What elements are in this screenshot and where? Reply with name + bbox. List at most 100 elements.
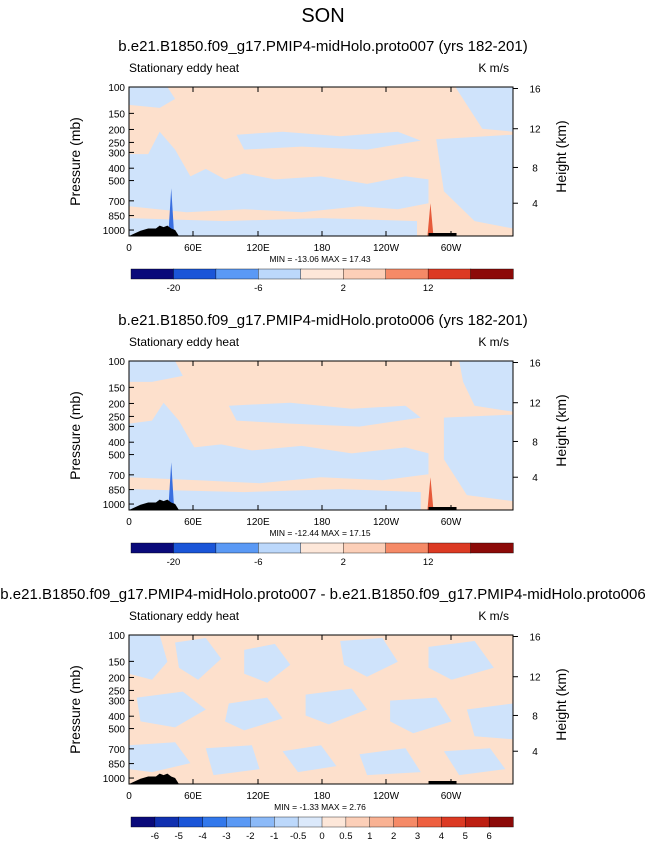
contour-region [129, 742, 191, 773]
contour-fill-group [129, 361, 513, 510]
x-tick-label: 60W [441, 517, 462, 528]
colorbar-label: -20 [167, 557, 181, 568]
contour-region [129, 218, 417, 236]
x-tick-label: 120E [246, 243, 270, 254]
y-axis-right-label: Height (km) [553, 120, 569, 192]
x-tick-label: 60W [441, 791, 462, 802]
y-tick-label: 700 [108, 471, 125, 482]
min-max-text: MIN = -1.33 MAX = 2.76 [274, 802, 366, 812]
y-tick-label: 300 [108, 148, 125, 159]
contour-region [136, 691, 206, 728]
contour-region [390, 697, 452, 734]
x-tick-label: 120E [246, 517, 270, 528]
height-tick-label: 4 [532, 199, 538, 210]
colorbar-label: 0.5 [339, 831, 352, 842]
y-tick-label: 500 [108, 177, 125, 188]
height-tick-label: 4 [532, 473, 538, 484]
colorbar-label: 12 [423, 283, 434, 294]
contour-region [359, 748, 421, 776]
colorbar: -20 -6 2 12 [130, 268, 514, 294]
colorbar-box [173, 268, 217, 280]
x-tick-label: 60E [184, 243, 202, 254]
x-tick-label: 120W [373, 517, 400, 528]
colorbar-box [274, 816, 299, 828]
colorbar-box [441, 816, 466, 828]
height-tick-label: 16 [529, 358, 541, 369]
contour-region [129, 489, 421, 510]
colorbar-box [130, 816, 156, 828]
colorbar-label: -1 [270, 831, 278, 842]
height-tick-label: 16 [529, 84, 541, 95]
contour-region [225, 697, 283, 731]
plot-frame [128, 360, 514, 511]
contour-region [443, 414, 513, 502]
colorbar-label: -20 [167, 283, 181, 294]
colorbar-label: 1 [367, 831, 372, 842]
contour-region [129, 131, 429, 213]
units-label: K m/s [478, 335, 509, 349]
contour-region [175, 638, 222, 680]
colorbar-label: -4 [198, 831, 206, 842]
colorbar-box [343, 542, 387, 554]
y-tick-label: 850 [108, 212, 125, 223]
colorbar-box [300, 542, 344, 554]
topography-mask [428, 781, 457, 784]
contour-region [129, 361, 183, 382]
colorbar-label: -5 [175, 831, 183, 842]
contour-fill-group [129, 87, 513, 236]
colorbar-box [215, 542, 259, 554]
topography-mask [428, 507, 457, 510]
contour-region [282, 745, 337, 773]
colorbar-label: 0 [319, 831, 324, 842]
contour-region [129, 635, 168, 680]
colorbar-label: -6 [254, 557, 262, 568]
x-tick-label: 60E [184, 791, 202, 802]
x-tick-label: 120E [246, 791, 270, 802]
y-tick-label: 100 [108, 83, 125, 94]
colorbar-box [130, 268, 175, 280]
colorbar-box [258, 542, 302, 554]
colorbar-label: 5 [463, 831, 468, 842]
negative-extremum-plume [168, 462, 175, 510]
topography-mask [129, 225, 179, 236]
colorbar-box [385, 268, 429, 280]
colorbar-box [427, 542, 472, 554]
colorbar-box [226, 816, 251, 828]
y-tick-label: 400 [108, 712, 125, 723]
y-tick-label: 250 [108, 686, 125, 697]
colorbar-box [300, 268, 344, 280]
y-tick-label: 200 [108, 673, 125, 684]
y-tick-label: 700 [108, 197, 125, 208]
colorbar-box [369, 816, 395, 828]
y-tick-label: 200 [108, 399, 125, 410]
x-tick-label: 120W [373, 243, 400, 254]
height-tick-label: 8 [532, 711, 538, 722]
y-tick-label: 150 [108, 383, 125, 394]
colorbar-box [470, 268, 514, 280]
colorbar-box [130, 542, 175, 554]
positive-extremum-plume [427, 477, 434, 510]
negative-extremum-plume [168, 188, 175, 236]
x-tick-label: 180 [314, 243, 331, 254]
page-title: SON [301, 5, 344, 27]
colorbar-label: -6 [254, 283, 262, 294]
contour-region [205, 745, 260, 776]
chart-panel-3: b.e21.B1850.f09_g17.PMIP4-midHolo.proto0… [0, 586, 645, 842]
y-tick-label: 200 [108, 125, 125, 136]
y-tick-label: 500 [108, 451, 125, 462]
contour-region [466, 703, 513, 740]
colorbar-box [393, 816, 419, 828]
colorbar-label: 2 [341, 557, 346, 568]
x-tick-label: 0 [126, 243, 132, 254]
topography-mask [129, 773, 179, 784]
colorbar-label: 4 [439, 831, 444, 842]
x-tick-label: 60E [184, 517, 202, 528]
y-tick-label: 850 [108, 486, 125, 497]
contour-fill-group [129, 635, 513, 776]
contour-region [340, 638, 398, 677]
contour-region [436, 134, 513, 229]
left-string: Stationary eddy heat [129, 609, 240, 623]
y-tick-label: 150 [108, 109, 125, 120]
colorbar-box [250, 816, 275, 828]
